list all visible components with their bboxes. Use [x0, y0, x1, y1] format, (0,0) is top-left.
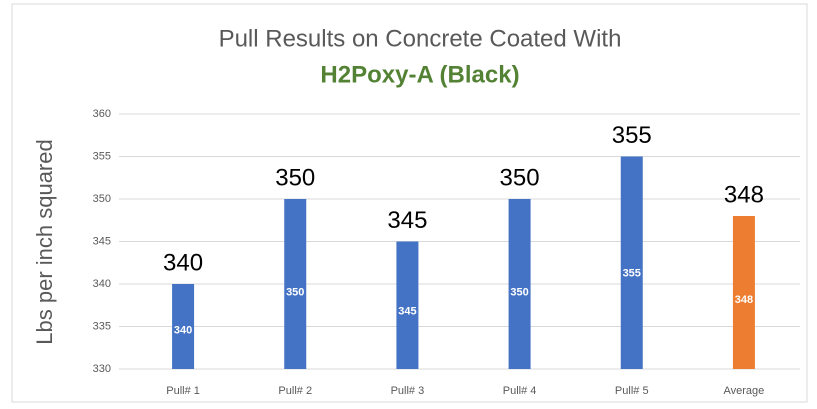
bar-inner-label: 345	[398, 306, 416, 318]
x-tick-label: Pull# 2	[278, 385, 312, 397]
bar-value-label: 348	[724, 181, 764, 208]
y-tick-label: 355	[93, 150, 111, 162]
bar-value-label: 350	[500, 164, 540, 191]
y-tick-label: 350	[93, 193, 111, 205]
bar	[620, 156, 643, 369]
bar	[284, 199, 307, 369]
x-tick-label: Average	[724, 385, 765, 397]
y-tick-label: 360	[93, 108, 111, 120]
bar	[508, 199, 531, 369]
bar-value-label: 355	[612, 122, 652, 149]
bar-inner-label: 355	[623, 267, 641, 279]
bar-inner-label: 340	[174, 325, 192, 337]
x-tick-label: Pull# 3	[391, 385, 425, 397]
bar-value-label: 340	[163, 249, 203, 276]
bar	[172, 284, 195, 369]
x-tick-label: Pull# 4	[503, 385, 537, 397]
y-axis-label: Lbs per inch squared	[32, 139, 57, 344]
y-tick-label: 340	[93, 278, 111, 290]
y-tick-label: 330	[93, 363, 111, 375]
bar	[732, 216, 755, 369]
bar-value-label: 350	[275, 164, 315, 191]
bar-inner-label: 348	[735, 294, 753, 306]
bar	[396, 241, 419, 369]
y-tick-label: 345	[93, 235, 111, 247]
x-tick-label: Pull# 5	[615, 385, 649, 397]
bar-value-label: 345	[387, 207, 427, 234]
chart-subtitle: H2Poxy-A (Black)	[320, 61, 519, 88]
bar-inner-label: 350	[510, 286, 528, 298]
chart-title: Pull Results on Concrete Coated With	[219, 25, 622, 52]
bar-inner-label: 350	[286, 286, 304, 298]
x-tick-label: Pull# 1	[166, 385, 200, 397]
y-tick-label: 335	[93, 320, 111, 332]
